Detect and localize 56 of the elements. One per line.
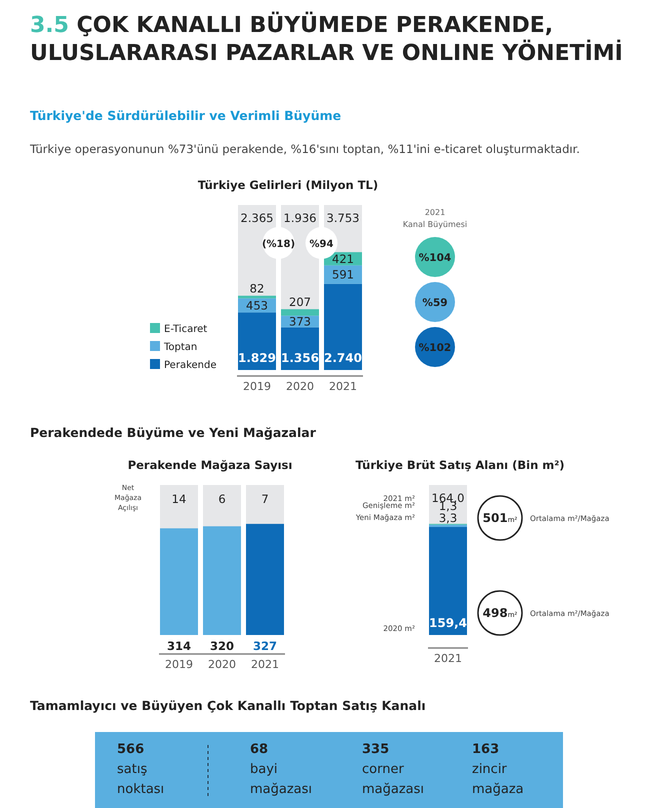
- x-tick-label: 2021: [251, 658, 279, 671]
- text: 2021 Kanal Büyümesi: [402, 208, 468, 229]
- data-label: 591: [332, 268, 354, 282]
- text: (%18): [262, 239, 296, 250]
- data-label: 327: [252, 639, 278, 653]
- data-label: 163: [472, 742, 500, 757]
- text: Perakendede Büyüme ve Yeni Mağazalar: [30, 425, 317, 440]
- text: %94: [310, 239, 334, 250]
- category-label: zincir mağaza: [472, 762, 524, 797]
- data-label: 335: [362, 742, 390, 757]
- x-tick-label: 2019: [165, 658, 193, 671]
- text: 2.365: [240, 211, 274, 225]
- data-label: 159,4: [429, 616, 467, 630]
- text: Türkiye operasyonunun %73'ünü perakende, %16'sını toptan, %11'ini e-ticaret oluşturmaktadır.: [29, 142, 580, 156]
- data-label: 373: [289, 314, 311, 329]
- category-label: bayi mağazası: [250, 762, 312, 797]
- bar: [238, 312, 276, 370]
- text: 1.936: [284, 211, 316, 225]
- legend-label: E-Ticaret: [164, 324, 208, 335]
- bar: [324, 284, 362, 370]
- chart-title: Perakende Mağaza Sayısı: [128, 458, 292, 472]
- x-tick-label: 2020: [208, 658, 236, 671]
- x-tick-label: 2020: [286, 380, 314, 393]
- x-tick-label: 2019: [243, 380, 271, 393]
- text: 6: [218, 492, 226, 506]
- legend-label: Perakende: [164, 360, 216, 371]
- data-label: 421: [332, 252, 354, 266]
- data-label: 2.740: [324, 351, 362, 365]
- category-label: corner mağazası: [362, 762, 424, 797]
- text: 3.5 ÇOK KANALLI BÜYÜMEDE PERAKENDE, ULUSLARARASI PAZARLAR VE ONLINE YÖNETİMİ: [30, 11, 623, 66]
- data-label: 1.356: [281, 351, 319, 365]
- text: 14: [172, 492, 186, 506]
- bar: [238, 296, 276, 298]
- text: 3.753: [326, 211, 360, 225]
- data-label: 3,3: [438, 510, 458, 525]
- data-label: 207: [289, 295, 311, 310]
- data-label: 1.829: [238, 351, 276, 365]
- text: %102: [418, 342, 452, 354]
- text: %59: [422, 297, 448, 309]
- chart-title: Türkiye Gelirleri (Milyon TL): [198, 178, 378, 192]
- data-label: 320: [210, 639, 234, 653]
- data-label: 68: [250, 742, 268, 757]
- data-label: 566: [117, 742, 144, 757]
- text: %104: [418, 252, 452, 264]
- total-label: 164,0: [432, 491, 464, 505]
- text: Türkiye'de Sürdürülebilir ve Verimli Büyüme: [30, 108, 342, 123]
- data-label: 82: [250, 282, 264, 296]
- data-label: 314: [166, 639, 192, 653]
- data-label: 453: [246, 298, 268, 312]
- x-tick-label: 2021: [434, 652, 462, 665]
- legend-label: Toptan: [163, 342, 198, 353]
- text: 7: [261, 492, 269, 506]
- text: Tamamlayıcı ve Büyüyen Çok Kanallı Toptan Satış Kanalı: [30, 698, 426, 713]
- category-label: satış noktası: [117, 762, 164, 797]
- x-tick-label: 2021: [329, 380, 357, 393]
- chart-title: Türkiye Brüt Satış Alanı (Bin m²): [355, 458, 565, 472]
